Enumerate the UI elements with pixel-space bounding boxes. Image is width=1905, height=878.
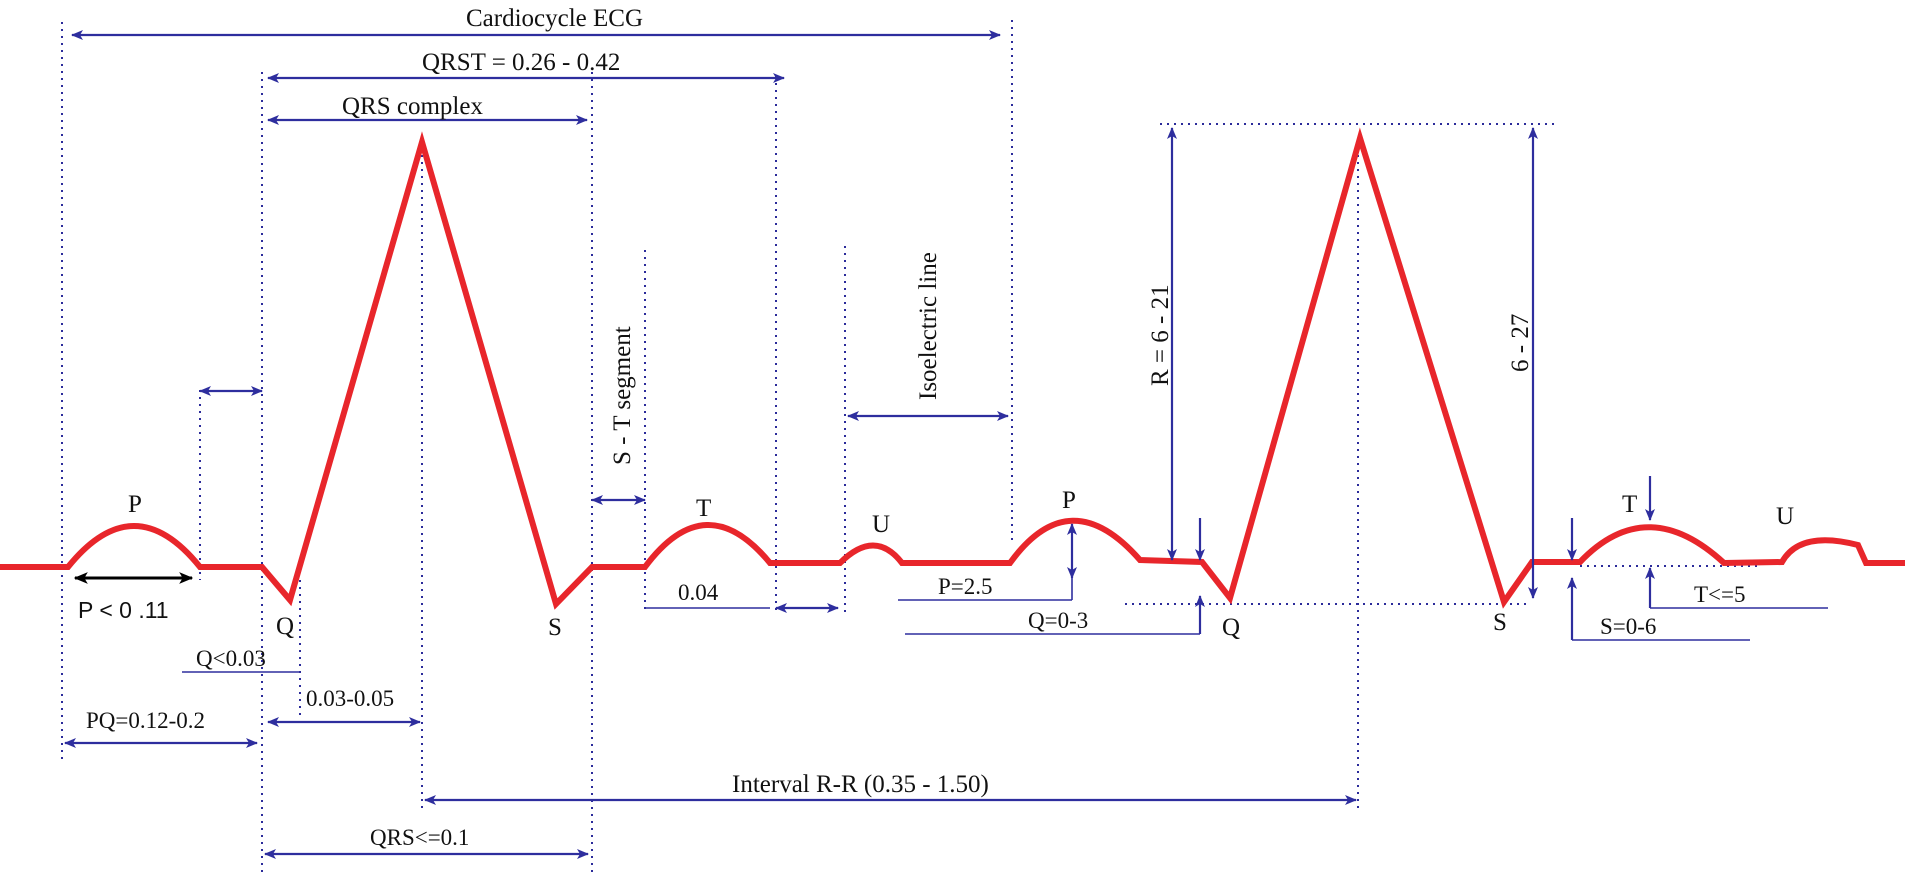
rr-interval-label: Interval R-R (0.35 - 1.50) [732, 771, 989, 798]
q-duration-label: Q<0.03 [196, 646, 266, 671]
r-time-label: 0.03-0.05 [306, 686, 394, 711]
pq-interval-label: PQ=0.12-0.2 [86, 708, 205, 733]
wave-p-label: P [128, 491, 142, 518]
cardiocycle-label: Cardiocycle ECG [466, 5, 643, 32]
qrs-duration-label: QRS<=0.1 [370, 825, 469, 850]
t-004-label: 0.04 [678, 580, 719, 605]
r-amplitude-label: R = 6 - 21 [1147, 284, 1174, 386]
wave-t2-label: T [1622, 491, 1637, 518]
labels: Cardiocycle ECG QRST = 0.26 - 0.42 QRS c… [78, 5, 1794, 850]
r-amplitude-label-2: 6 - 27 [1507, 314, 1534, 372]
p-amplitude-label: P=2.5 [938, 574, 993, 599]
wave-u-label: U [872, 511, 890, 538]
wave-t-label: T [696, 495, 711, 522]
guide-lines [61, 20, 1760, 875]
qrst-label: QRST = 0.26 - 0.42 [422, 49, 620, 76]
amplitude-arrows [1067, 127, 1655, 640]
dimension-arrows [64, 30, 1357, 859]
isoelectric-label: Isoelectric line [915, 252, 942, 400]
wave-p2-label: P [1062, 487, 1076, 514]
wave-q-label: Q [276, 613, 294, 640]
wave-s2-label: S [1493, 609, 1507, 636]
p-duration-label: P < 0 .11 [78, 597, 169, 623]
leader-lines [182, 578, 1828, 673]
t-amplitude-label: T<=5 [1694, 582, 1746, 607]
wave-u2-label: U [1776, 503, 1794, 530]
wave-q2-label: Q [1222, 614, 1240, 641]
ecg-waveform [0, 127, 1905, 610]
qrs-complex-label: QRS complex [342, 93, 483, 120]
wave-s-label: S [548, 614, 562, 641]
s-amplitude-label: S=0-6 [1600, 614, 1656, 639]
q-amplitude-label: Q=0-3 [1028, 608, 1088, 633]
st-segment-label: S - T segment [609, 326, 636, 465]
